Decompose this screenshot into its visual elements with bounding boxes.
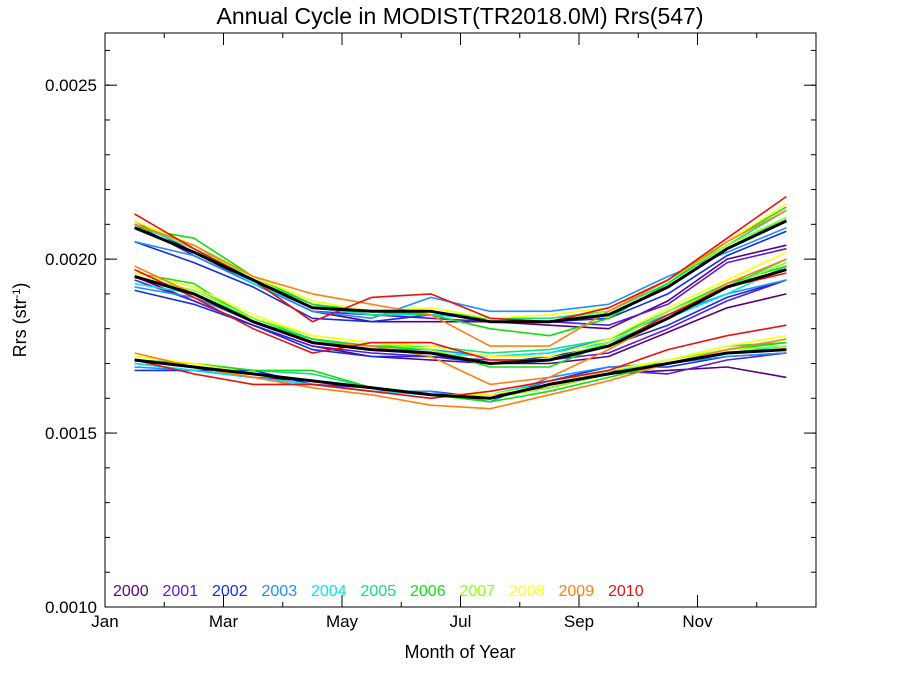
legend-entry-2001: 2001 [163, 583, 199, 600]
y-tick-label: 0.0015 [45, 424, 97, 443]
y-tick-label: 0.0025 [45, 76, 97, 95]
legend-entry-2008: 2008 [509, 583, 545, 600]
legend-entry-2000: 2000 [113, 583, 149, 600]
y-axis-label-superscript: -1 [11, 289, 23, 299]
y-axis-label-main: Rrs (str [10, 298, 30, 357]
legend-entry-2002: 2002 [212, 583, 248, 600]
y-axis-label: Rrs (str-1) [10, 283, 30, 358]
x-tick-label: Mar [209, 612, 239, 631]
x-axis-label: Month of Year [404, 642, 515, 662]
series-2007-line-2 [134, 261, 787, 365]
chart-title: Annual Cycle in MODIST(TR2018.0M) Rrs(54… [217, 3, 704, 29]
legend-entry-2010: 2010 [608, 583, 644, 600]
axes-layer: 0.0010 0.0015 0.0020 0.0025 Jan Mar May Jul Sep N… [45, 33, 817, 631]
y-axis-label-end: ) [10, 283, 30, 289]
y-tick-label: 0.0010 [45, 598, 97, 617]
legend-entry-2003: 2003 [262, 583, 298, 600]
series-2010-line-3 [134, 324, 787, 400]
series-2006-line-1 [134, 206, 787, 337]
mean-series-line-1 [134, 219, 788, 324]
legend-entry-2006: 2006 [410, 583, 446, 600]
x-tick-label: May [326, 612, 359, 631]
legend-entry-2004: 2004 [311, 583, 347, 600]
x-tick-label: Jul [450, 612, 472, 631]
series-layer [134, 195, 788, 410]
x-tick-label: Jan [91, 612, 118, 631]
mean-series-line-3 [134, 348, 787, 400]
series-2000-line-3 [134, 359, 787, 396]
x-tick-label: Nov [682, 612, 713, 631]
legend: 2000 2001 2002 2003 2004 2005 2006 2007 2008 2009… [113, 583, 644, 600]
series-2010-line-2 [134, 268, 787, 361]
series-2002-line-2 [134, 279, 787, 365]
legend-entry-2009: 2009 [559, 583, 595, 600]
mean-series-line-2 [134, 268, 787, 365]
x-tick-label: Sep [564, 612, 594, 631]
y-tick-label: 0.0020 [45, 250, 97, 269]
legend-entry-2005: 2005 [361, 583, 397, 600]
legend-entry-2007: 2007 [460, 583, 496, 600]
